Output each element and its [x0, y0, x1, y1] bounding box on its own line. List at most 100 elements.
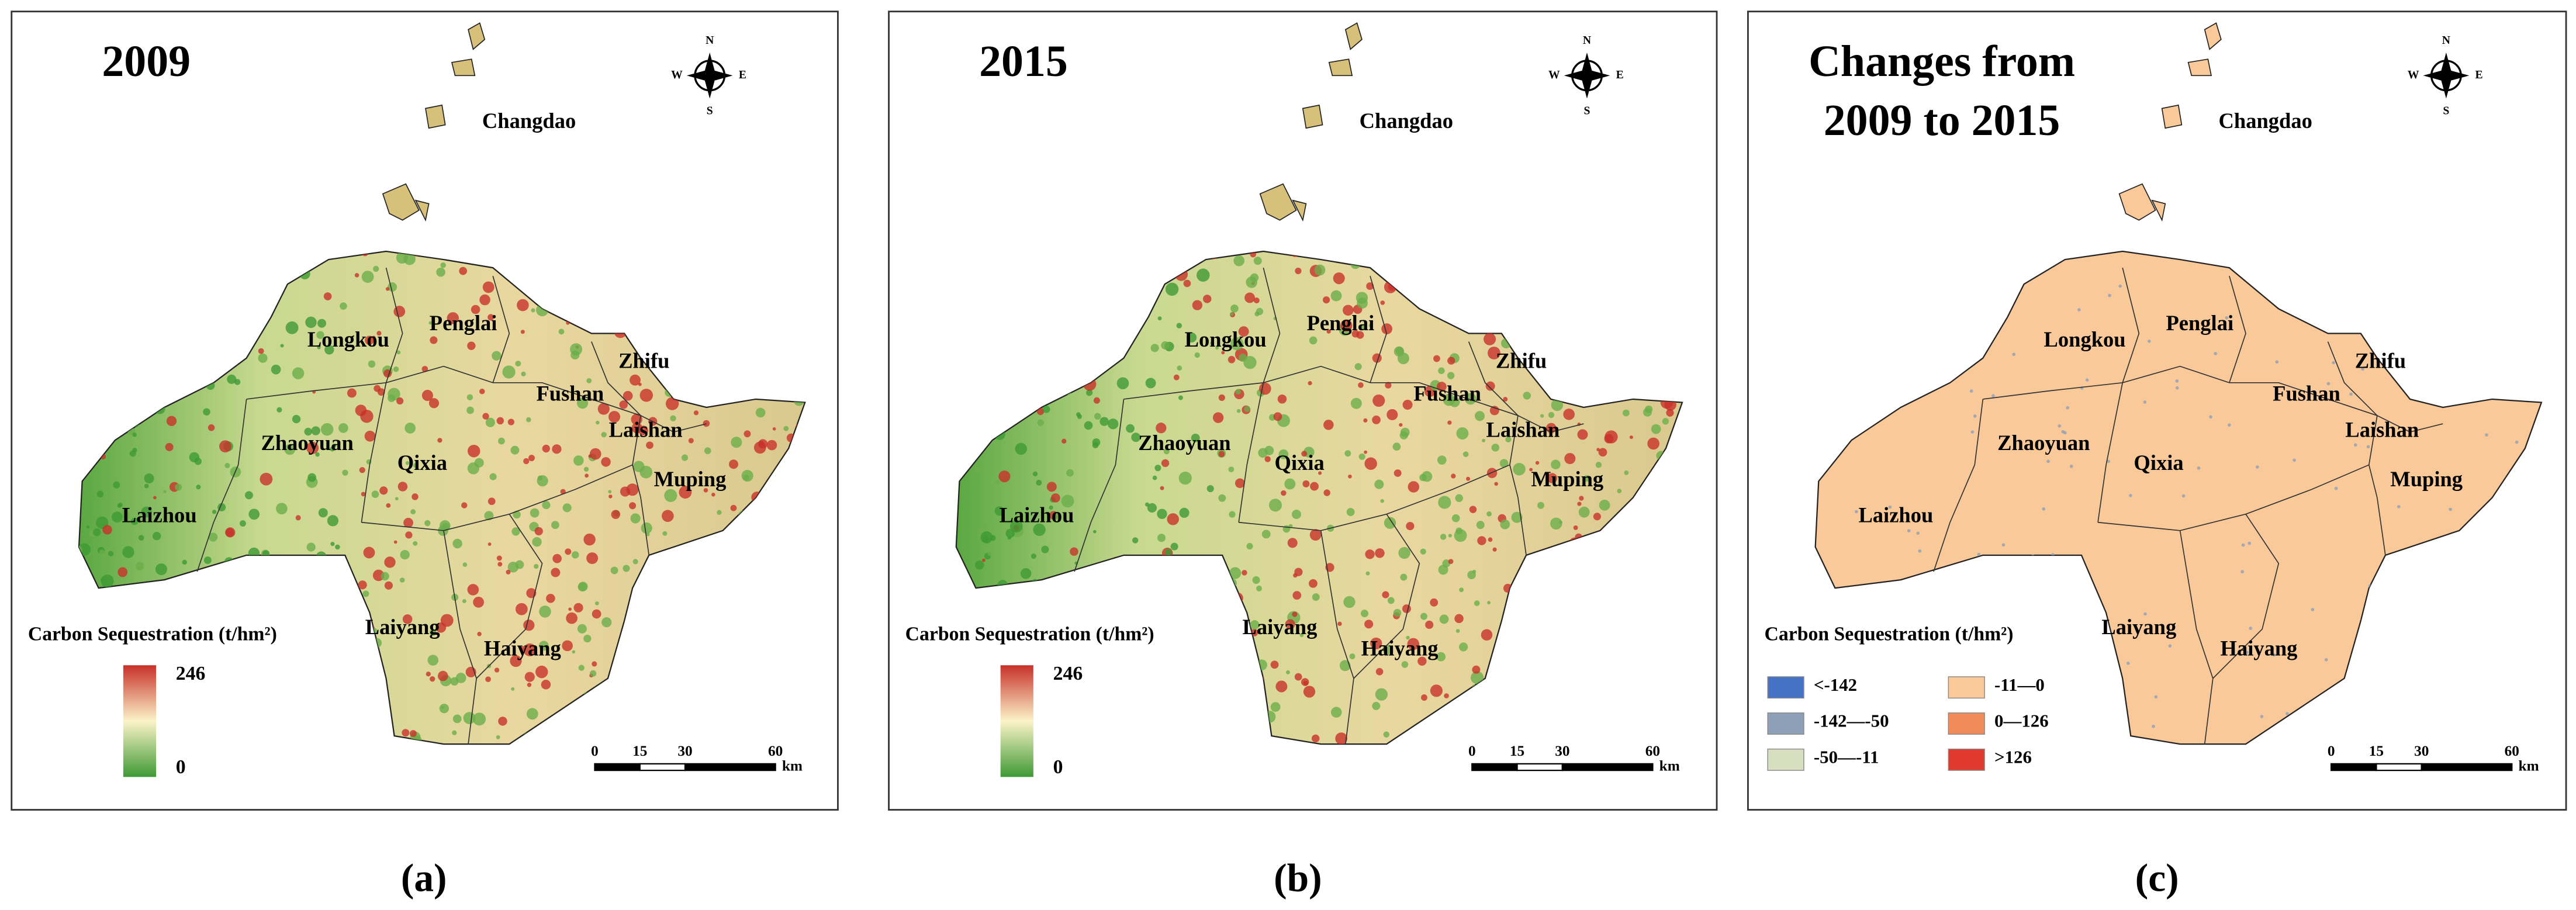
- texture-spot: [2349, 392, 2353, 396]
- texture-spot: [2240, 570, 2244, 574]
- texture-spot: [662, 531, 668, 536]
- texture-spot: [1157, 316, 1162, 321]
- texture-spot: [1009, 520, 1023, 533]
- texture-spot: [566, 612, 578, 624]
- texture-spot: [2214, 352, 2218, 355]
- texture-spot: [317, 345, 321, 350]
- texture-spot: [2247, 541, 2252, 545]
- texture-spot: [347, 388, 357, 398]
- texture-spot: [1179, 507, 1190, 518]
- texture-spot: [1046, 482, 1057, 492]
- texture-spot: [130, 517, 139, 525]
- texture-spot: [1499, 459, 1509, 468]
- texture-spot: [1973, 414, 1977, 418]
- texture-spot: [1165, 282, 1179, 296]
- texture-spot: [623, 565, 630, 572]
- texture-spot: [1215, 346, 1219, 350]
- texture-spot: [1212, 412, 1224, 423]
- texture-spot: [1277, 395, 1287, 404]
- texture-spot: [534, 527, 543, 536]
- texture-spot: [1500, 519, 1510, 530]
- texture-spot: [1401, 661, 1409, 668]
- texture-spot: [360, 410, 374, 423]
- scale-tick-label: 30: [2414, 743, 2429, 759]
- texture-spot: [1455, 629, 1460, 633]
- texture-spot: [330, 542, 335, 546]
- texture-spot: [404, 423, 416, 434]
- texture-spot: [1380, 300, 1385, 305]
- texture-spot: [138, 535, 144, 541]
- texture-spot: [1451, 514, 1460, 523]
- district-label: Zhifu: [2355, 349, 2406, 373]
- island: [414, 199, 430, 222]
- texture-spot: [271, 364, 281, 375]
- district-label: Laiyang: [365, 615, 440, 639]
- texture-spot: [592, 661, 597, 667]
- texture-spot: [511, 527, 520, 536]
- texture-spot: [1350, 397, 1362, 409]
- texture-spot: [227, 374, 237, 384]
- district-label: Haiyang: [2221, 636, 2298, 660]
- texture-spot: [485, 676, 491, 683]
- texture-spot: [1969, 389, 1973, 393]
- texture-spot: [2181, 494, 2186, 498]
- texture-spot: [2249, 627, 2253, 630]
- texture-spot: [393, 540, 397, 544]
- texture-spot: [2361, 367, 2364, 371]
- texture-spot: [1455, 494, 1463, 502]
- texture-spot: [395, 497, 399, 501]
- scale-tick-label: 60: [2505, 743, 2519, 759]
- scale-segment: [594, 763, 641, 771]
- district-label: Changdao: [482, 109, 576, 133]
- texture-spot: [2225, 316, 2229, 320]
- texture-spot: [1292, 611, 1298, 617]
- texture-spot: [1447, 357, 1455, 365]
- legend-title: Carbon Sequestration (t/hm²): [1765, 623, 2014, 645]
- texture-spot: [1170, 542, 1178, 551]
- texture-spot: [1261, 530, 1271, 539]
- island: [2204, 22, 2222, 50]
- texture-spot: [1393, 608, 1402, 617]
- texture-spot: [1349, 653, 1356, 660]
- texture-spot: [152, 531, 161, 541]
- texture-spot: [1368, 324, 1372, 327]
- texture-spot: [573, 455, 584, 466]
- texture-spot: [1494, 482, 1498, 486]
- scale-unit: km: [782, 757, 803, 774]
- texture-spot: [377, 388, 385, 396]
- texture-spot: [1438, 367, 1445, 375]
- texture-spot: [361, 492, 366, 497]
- texture-spot: [1599, 499, 1610, 511]
- scale-segment: [1561, 763, 1654, 771]
- texture-spot: [1093, 397, 1100, 404]
- texture-spot: [588, 454, 592, 458]
- texture-spot: [466, 406, 474, 414]
- texture-spot: [1375, 667, 1384, 676]
- texture-spot: [1230, 337, 1244, 351]
- texture-spot: [570, 343, 583, 356]
- district-label: Zhaoyuan: [1138, 431, 1230, 455]
- texture-spot: [619, 400, 628, 409]
- texture-spot: [1358, 382, 1364, 388]
- map-panel: Changdao Longkou Penglai Zhifu FushanLaishan…: [1747, 11, 2567, 811]
- texture-spot: [496, 417, 504, 425]
- texture-spot: [2275, 360, 2279, 364]
- texture-spot: [1456, 427, 1469, 440]
- texture-spot: [141, 506, 152, 518]
- texture-spot: [462, 562, 468, 567]
- legend-title: Carbon Sequestration (t/hm²): [905, 623, 1154, 645]
- texture-spot: [405, 461, 410, 465]
- texture-spot: [1243, 356, 1257, 369]
- texture-spot: [1454, 529, 1467, 542]
- texture-spot: [1191, 433, 1200, 442]
- texture-spot: [507, 562, 519, 573]
- legend-label: -11—0: [1994, 674, 2045, 695]
- texture-spot: [542, 444, 550, 453]
- texture-spot: [258, 353, 268, 363]
- texture-spot: [1374, 479, 1384, 489]
- texture-spot: [1505, 436, 1512, 442]
- texture-spot: [1439, 614, 1449, 624]
- texture-spot: [2260, 715, 2264, 718]
- district-border: [1320, 530, 1354, 745]
- texture-spot: [1258, 448, 1268, 458]
